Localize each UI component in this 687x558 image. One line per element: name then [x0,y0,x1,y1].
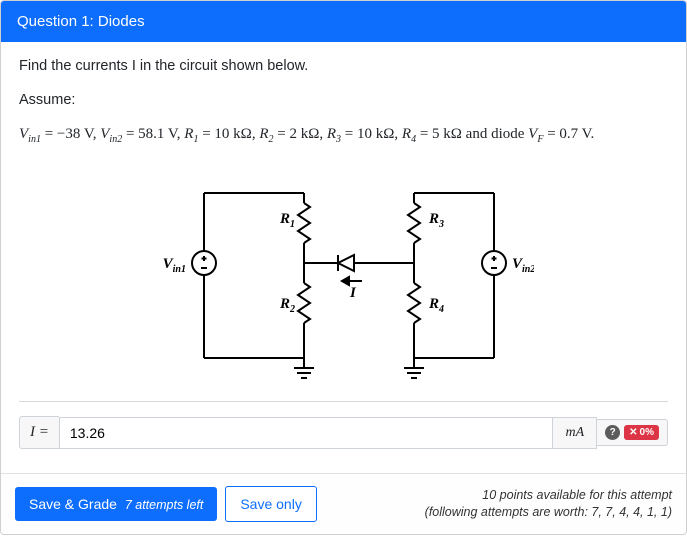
save-grade-button[interactable]: Save & Grade 7 attempts left [15,487,217,521]
circuit-r4-label: R4 [428,296,444,315]
r1-val: = 10 kΩ [202,126,252,142]
answer-status: ? ✕ 0% [597,419,668,446]
r1-sub: 1 [193,134,198,145]
circuit-vin1-label: Vin1 [162,256,185,275]
vin1-sub: in1 [28,134,41,145]
points-line2: (following attempts are worth: 7, 7, 4, … [425,504,672,522]
circuit-i-label: I [349,285,357,301]
answer-row: I = mA ? ✕ 0% [19,416,668,449]
help-icon[interactable]: ? [605,425,620,440]
r4-var: R [402,126,411,142]
vf-var: V [528,126,537,142]
r2-sub: 2 [269,134,274,145]
vin2-val: = 58.1 V [126,126,177,142]
badge-x-icon: ✕ [629,427,637,438]
points-line1: 10 points available for this attempt [425,487,672,505]
vf-val: = 0.7 V [547,126,590,142]
points-info: 10 points available for this attempt (fo… [425,487,672,522]
sep4: , [319,126,327,142]
badge-pct: 0% [640,427,654,438]
question-prompt: Find the currents I in the circuit shown… [19,58,668,74]
r3-var: R [327,126,336,142]
r4-sub: 4 [411,134,416,145]
vin2-sub: in2 [109,134,122,145]
vin1-val: = −38 V [45,126,93,142]
r2-val: = 2 kΩ [277,126,319,142]
vf-sub: F [537,134,543,145]
circuit-vin2-label: Vin2 [512,256,534,275]
r4-val: = 5 kΩ [420,126,462,142]
score-badge: ✕ 0% [624,425,659,440]
r3-sub: 3 [336,134,341,145]
circuit-diagram: Vin1 Vin2 R1 R2 R3 R4 I [19,163,668,393]
question-card: Question 1: Diodes Find the currents I i… [0,0,687,535]
circuit-svg: Vin1 Vin2 R1 R2 R3 R4 I [154,163,534,393]
circuit-r2-label: R2 [279,296,295,315]
assume-label: Assume: [19,92,668,108]
attempts-left: 7 attempts left [125,498,204,512]
diode-text: and diode [466,126,528,142]
parameters: Vin1 = −38 V, Vin2 = 58.1 V, R1 = 10 kΩ,… [19,126,668,145]
circuit-r1-label: R1 [279,211,295,230]
save-only-button[interactable]: Save only [225,486,316,522]
question-body: Find the currents I in the circuit shown… [1,42,686,473]
vin1-var: V [19,126,28,142]
r2-var: R [259,126,268,142]
question-footer: Save & Grade 7 attempts left Save only 1… [1,473,686,534]
circuit-r3-label: R3 [428,211,444,230]
answer-unit: mA [553,417,597,449]
r3-val: = 10 kΩ [345,126,395,142]
period: . [591,126,595,142]
answer-label: I = [19,416,59,449]
divider [19,401,668,402]
question-header: Question 1: Diodes [1,1,686,42]
sep5: , [394,126,402,142]
question-title: Question 1: Diodes [17,13,145,30]
save-grade-label: Save & Grade [29,496,117,512]
answer-input[interactable] [59,417,554,449]
